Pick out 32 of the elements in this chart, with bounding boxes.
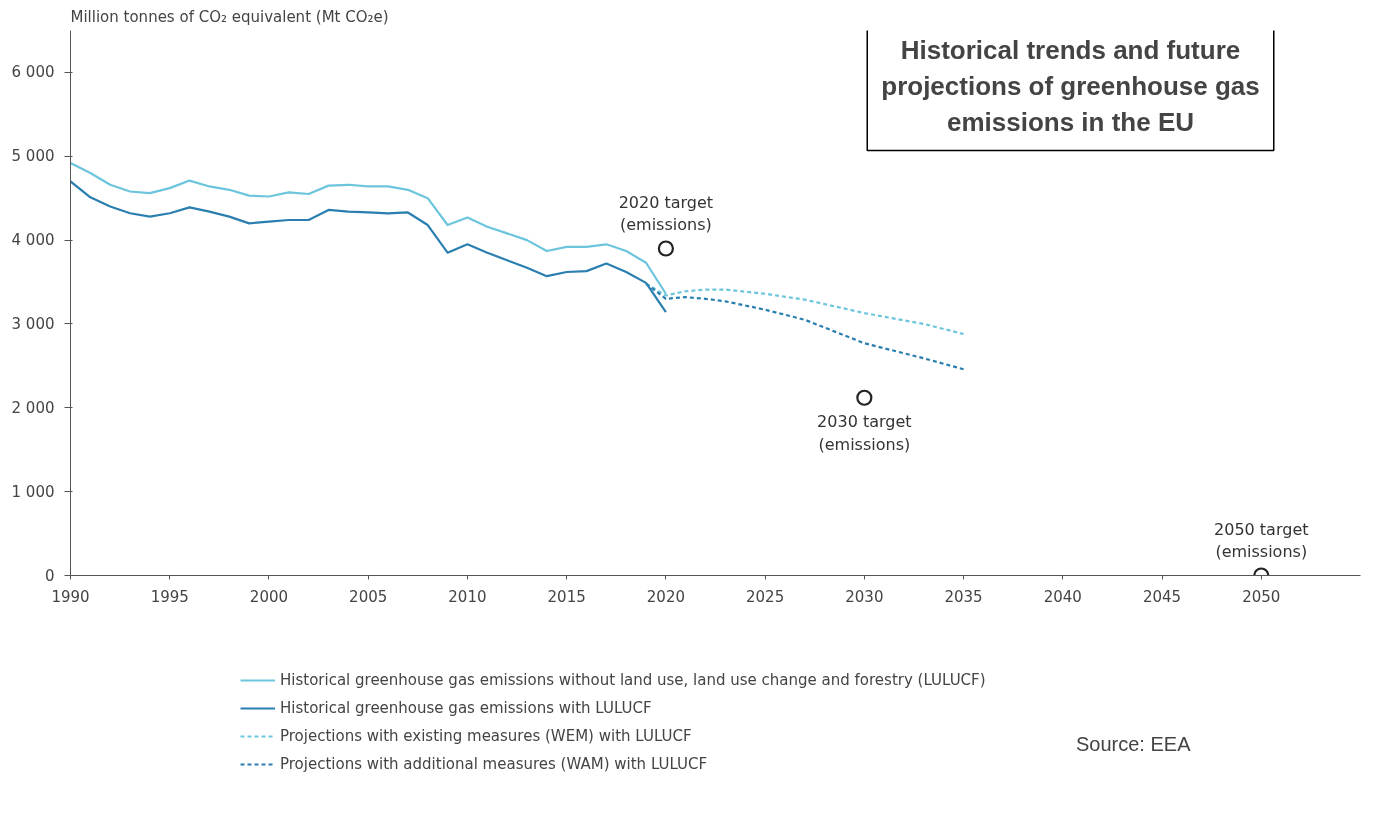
y-axis-title: Million tonnes of CO₂ equivalent (Mt CO₂e) — [70, 7, 389, 26]
point — [657, 240, 674, 257]
y-tick-label: 2 000 — [11, 398, 55, 417]
x-tick-label: 2015 — [547, 587, 586, 606]
x-tick-label: 2025 — [746, 587, 785, 606]
y-tick-label: 4 000 — [11, 231, 55, 250]
x-tick-label: 2035 — [944, 587, 983, 606]
y-tick-label: 1 000 — [11, 482, 55, 501]
legend-label: Projections with additional measures (WAM) with LULUCF — [280, 755, 708, 773]
legend-label: Historical greenhouse gas emissions with LULUCF — [280, 699, 652, 717]
x-tick-label: 1995 — [150, 587, 189, 606]
annotation: 2020 target (emissions) — [618, 192, 714, 235]
y-tick-label: 6 000 — [11, 63, 55, 82]
text: Historical trends and future projections of greenhouse gas emissions in the EU — [881, 34, 1260, 137]
x-tick-label: 1990 — [51, 587, 90, 606]
x-tick-label: 2010 — [448, 587, 487, 606]
legend-label: Projections with existing measures (WEM) with LULUCF — [280, 727, 692, 745]
source-note: Source: EEA — [1076, 732, 1192, 755]
y-tick-label: 0 — [44, 566, 55, 585]
point — [856, 389, 873, 406]
x-tick-label: 2000 — [249, 587, 289, 606]
legend-label: Historical greenhouse gas emissions without land use, land use change and forestry (LULUCF) — [280, 671, 986, 689]
x-tick-label: 2005 — [349, 587, 388, 606]
annotation: 2050 target (emissions) — [1214, 519, 1309, 562]
y-tick-label: 3 000 — [11, 314, 55, 333]
annotation: 2030 target (emissions) — [817, 411, 912, 454]
x-tick-label: 2045 — [1142, 587, 1182, 606]
x-tick-label: 2040 — [1043, 587, 1082, 606]
x-tick-label: 2020 — [646, 587, 685, 606]
x-tick-label: 2030 — [845, 587, 884, 606]
x-tick-label: 2050 — [1242, 587, 1281, 606]
y-tick-label: 5 000 — [11, 147, 55, 166]
